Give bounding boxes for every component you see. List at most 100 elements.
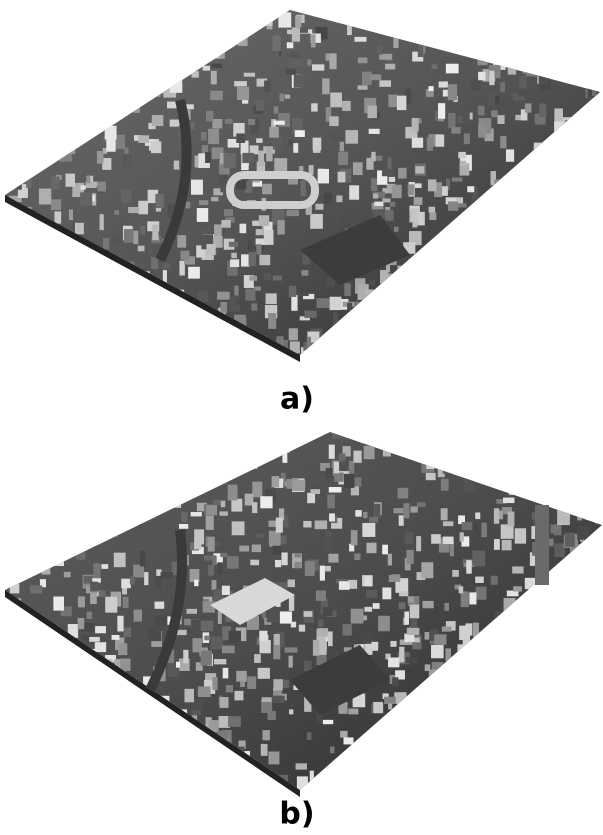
building-block: [255, 439, 261, 446]
building-block: [567, 613, 574, 618]
building-block: [509, 682, 518, 697]
building-block: [32, 24, 36, 39]
building-block: [518, 22, 528, 34]
building-block: [540, 294, 546, 305]
building-block: [452, 178, 463, 182]
building-block: [599, 652, 603, 662]
building-block: [347, 303, 352, 310]
building-block: [192, 71, 199, 78]
building-block: [422, 601, 433, 608]
building-block: [362, 72, 372, 85]
building-block: [48, 476, 54, 481]
building-block: [179, 524, 188, 529]
building-block: [365, 786, 377, 793]
building-block: [575, 612, 582, 623]
building-block: [26, 535, 34, 549]
building-block: [420, 443, 424, 457]
building-block: [500, 136, 506, 148]
building-block: [591, 608, 602, 620]
building-block: [172, 337, 177, 344]
building-block: [69, 484, 81, 493]
building-block: [399, 591, 408, 596]
building-block: [5, 237, 11, 244]
building-block: [342, 101, 351, 111]
building-block: [12, 288, 23, 292]
building-block: [69, 209, 73, 220]
building-block: [577, 514, 582, 520]
building-block: [377, 46, 382, 55]
building-block: [588, 33, 595, 46]
building-block: [318, 169, 329, 183]
building-block: [211, 18, 218, 28]
building-block: [568, 708, 579, 721]
building-block: [301, 270, 308, 275]
building-block: [598, 740, 603, 748]
building-block: [381, 296, 390, 301]
building-block: [8, 268, 17, 284]
building-block: [518, 258, 526, 273]
building-block: [212, 119, 222, 128]
building-block: [471, 692, 480, 702]
building-block: [113, 331, 121, 340]
building-block: [557, 278, 567, 289]
building-block: [353, 162, 363, 175]
building-block: [304, 661, 312, 671]
building-block: [341, 215, 346, 220]
building-block: [55, 481, 62, 492]
building-block: [536, 483, 540, 494]
building-block: [61, 99, 69, 110]
building-block: [579, 276, 589, 285]
building-block: [62, 11, 73, 19]
building-block: [39, 47, 50, 55]
building-block: [575, 312, 583, 317]
building-block: [11, 330, 17, 340]
building-block: [461, 709, 470, 718]
building-block: [516, 227, 520, 241]
building-block: [498, 226, 505, 238]
building-block: [221, 220, 231, 228]
building-block: [385, 210, 393, 221]
building-block: [113, 677, 121, 690]
building-block: [230, 772, 234, 784]
building-block: [13, 644, 18, 657]
building-block: [193, 23, 198, 32]
building-block: [113, 90, 124, 94]
building-block: [354, 554, 360, 560]
building-block: [81, 763, 86, 767]
building-block: [562, 270, 566, 281]
building-block: [421, 298, 425, 304]
building-block: [499, 511, 504, 520]
building-block: [160, 786, 168, 794]
building-block: [75, 317, 86, 328]
building-block: [11, 348, 16, 357]
building-block: [82, 36, 93, 42]
building-block: [299, 625, 305, 632]
building-block: [494, 694, 499, 708]
building-block: [511, 469, 517, 483]
building-block: [36, 109, 46, 118]
building-block: [89, 64, 101, 73]
building-block: [577, 526, 589, 539]
building-block: [252, 545, 261, 553]
building-block: [292, 27, 300, 41]
building-block: [24, 558, 30, 563]
building-block: [460, 454, 469, 468]
building-block: [52, 460, 63, 467]
building-block: [460, 532, 464, 541]
building-block: [494, 179, 501, 193]
building-block: [534, 143, 545, 153]
building-block: [134, 610, 142, 622]
building-block: [211, 197, 218, 201]
building-block: [539, 103, 546, 117]
building-block: [28, 149, 37, 159]
building-block: [94, 65, 100, 76]
building-block: [595, 16, 603, 22]
building-block: [51, 353, 58, 363]
building-block: [223, 780, 232, 796]
building-block: [512, 613, 524, 619]
building-block: [332, 433, 343, 440]
building-block: [268, 313, 276, 329]
building-block: [436, 320, 440, 333]
building-block: [6, 442, 11, 456]
building-block: [390, 350, 398, 355]
